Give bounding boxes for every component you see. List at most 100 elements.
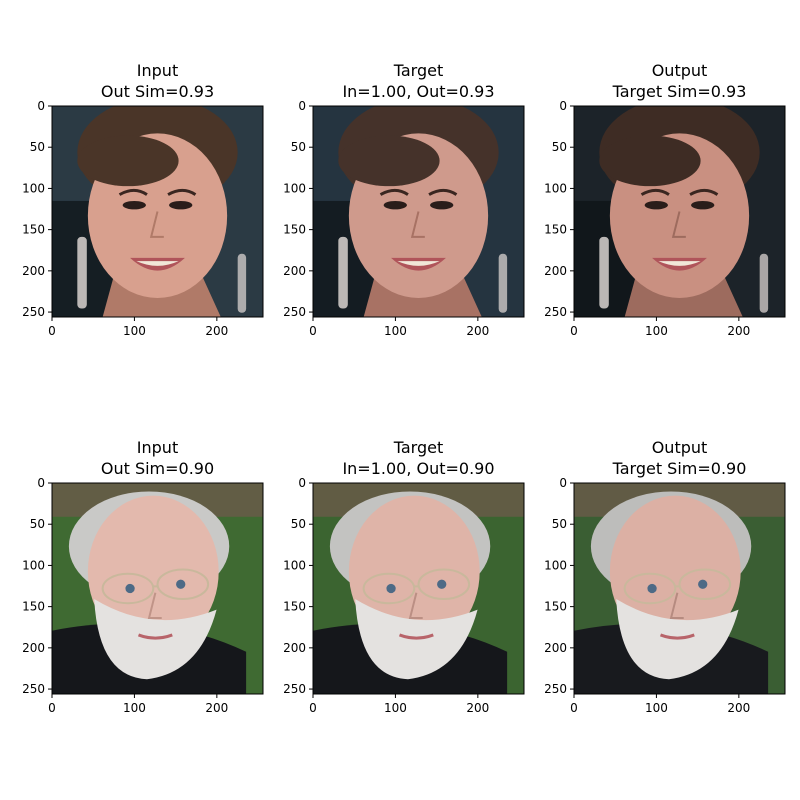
glasses-lens-left [623, 572, 677, 605]
panel-title-line2: In=1.00, Out=0.90 [342, 459, 494, 478]
y-tick-label: 250 [283, 305, 306, 319]
x-tick-label: 100 [384, 701, 407, 715]
eye-right [169, 200, 193, 210]
panel-title-line2: In=1.00, Out=0.93 [342, 82, 494, 101]
earring-left [338, 236, 348, 309]
y-tick-label: 100 [22, 181, 45, 195]
y-tick-label: 50 [552, 517, 567, 531]
eye-right [691, 200, 715, 210]
x-tick-label: 100 [645, 324, 668, 338]
y-tick-label: 0 [37, 99, 45, 113]
face [609, 495, 741, 648]
eye-left [386, 583, 396, 594]
x-tick-label: 100 [123, 701, 146, 715]
x-tick-label: 100 [123, 324, 146, 338]
panel-title-line1: Input [137, 438, 178, 457]
eye-right [698, 579, 708, 589]
y-tick-label: 100 [283, 558, 306, 572]
y-tick-label: 200 [544, 641, 567, 655]
mouth [398, 633, 434, 640]
y-tick-label: 100 [544, 181, 567, 195]
panel-image [574, 106, 785, 317]
glasses-lens-left [362, 572, 416, 605]
hair-fringe [599, 135, 701, 187]
nose [669, 592, 684, 620]
y-tick-label: 200 [22, 641, 45, 655]
eye-left [125, 583, 135, 594]
eyebrow-right [428, 188, 458, 196]
x-tick-label: 200 [466, 701, 489, 715]
y-tick-label: 200 [22, 264, 45, 278]
glasses-lens-right [417, 568, 471, 601]
mouth [137, 633, 173, 640]
earring-left [599, 236, 609, 309]
x-tick-label: 200 [466, 324, 489, 338]
panel-title-line2: Out Sim=0.93 [101, 82, 214, 101]
axes-frame [312, 105, 525, 318]
axes-frame [51, 105, 264, 318]
teeth [136, 261, 179, 266]
eye-right [437, 579, 447, 589]
y-tick-label: 0 [298, 476, 306, 490]
panel-title-line1: Output [652, 438, 708, 457]
y-tick-label: 50 [291, 140, 306, 154]
panel-image [313, 483, 524, 694]
glasses-lens-right [156, 568, 210, 601]
y-tick-label: 50 [30, 140, 45, 154]
panel-r2-c3: Output Target Sim=0.90 0 100 200 0 50 100 150 200… [544, 438, 786, 715]
eyebrow-left [640, 188, 670, 196]
y-tick-label: 100 [544, 558, 567, 572]
y-tick-label: 0 [559, 476, 567, 490]
glasses-lens-right [678, 568, 732, 601]
teeth [397, 261, 440, 266]
y-tick-label: 50 [552, 140, 567, 154]
panel-title-line2: Target Sim=0.90 [612, 459, 747, 478]
x-tick-label: 200 [205, 324, 228, 338]
eye-right [430, 200, 454, 210]
eyebrow-right [689, 188, 719, 196]
y-tick-label: 250 [22, 682, 45, 696]
eye-left [122, 200, 146, 210]
x-tick-label: 200 [205, 701, 228, 715]
y-tick-label: 0 [559, 99, 567, 113]
y-tick-label: 200 [283, 641, 306, 655]
panel-r1-c3: Output Target Sim=0.93 0 100 200 0 50 100 150 200… [544, 61, 786, 338]
earring-right [759, 253, 769, 313]
eyebrow-left [118, 188, 148, 196]
axes-frame [573, 482, 786, 695]
y-tick-label: 250 [544, 682, 567, 696]
panel-r2-c2: Target In=1.00, Out=0.90 0 100 200 0 50 100 150 2… [283, 438, 525, 715]
y-tick-label: 250 [22, 305, 45, 319]
y-tick-label: 150 [544, 600, 567, 614]
x-tick-label: 100 [384, 324, 407, 338]
y-tick-label: 250 [544, 305, 567, 319]
y-tick-label: 150 [283, 600, 306, 614]
eyebrow-left [379, 188, 409, 196]
panel-title-line2: Out Sim=0.90 [101, 459, 214, 478]
panel-r2-c1: Input Out Sim=0.90 0 100 200 0 50 100 150 200 250 [22, 438, 264, 715]
earring-right [237, 253, 247, 313]
mouth [659, 633, 695, 640]
x-tick-label: 100 [645, 701, 668, 715]
eye-left [647, 583, 657, 594]
x-tick-label: 0 [570, 701, 578, 715]
panel-title-line1: Target [393, 438, 444, 457]
panel-r1-c1: Input Out Sim=0.93 0 100 200 0 50 100 150 200 250 [22, 61, 264, 338]
panel-image [52, 483, 263, 694]
nose [149, 211, 164, 238]
teeth [658, 261, 701, 266]
panel-image [313, 106, 524, 317]
y-tick-label: 150 [544, 223, 567, 237]
y-tick-label: 150 [22, 223, 45, 237]
axes-frame [51, 482, 264, 695]
nose [408, 592, 423, 620]
y-tick-label: 0 [298, 99, 306, 113]
panel-image [574, 483, 785, 694]
panel-title-line1: Input [137, 61, 178, 80]
x-tick-label: 0 [309, 701, 317, 715]
axes-frame [573, 105, 786, 318]
y-tick-label: 200 [283, 264, 306, 278]
glasses-lens-left [101, 572, 155, 605]
y-tick-label: 0 [37, 476, 45, 490]
